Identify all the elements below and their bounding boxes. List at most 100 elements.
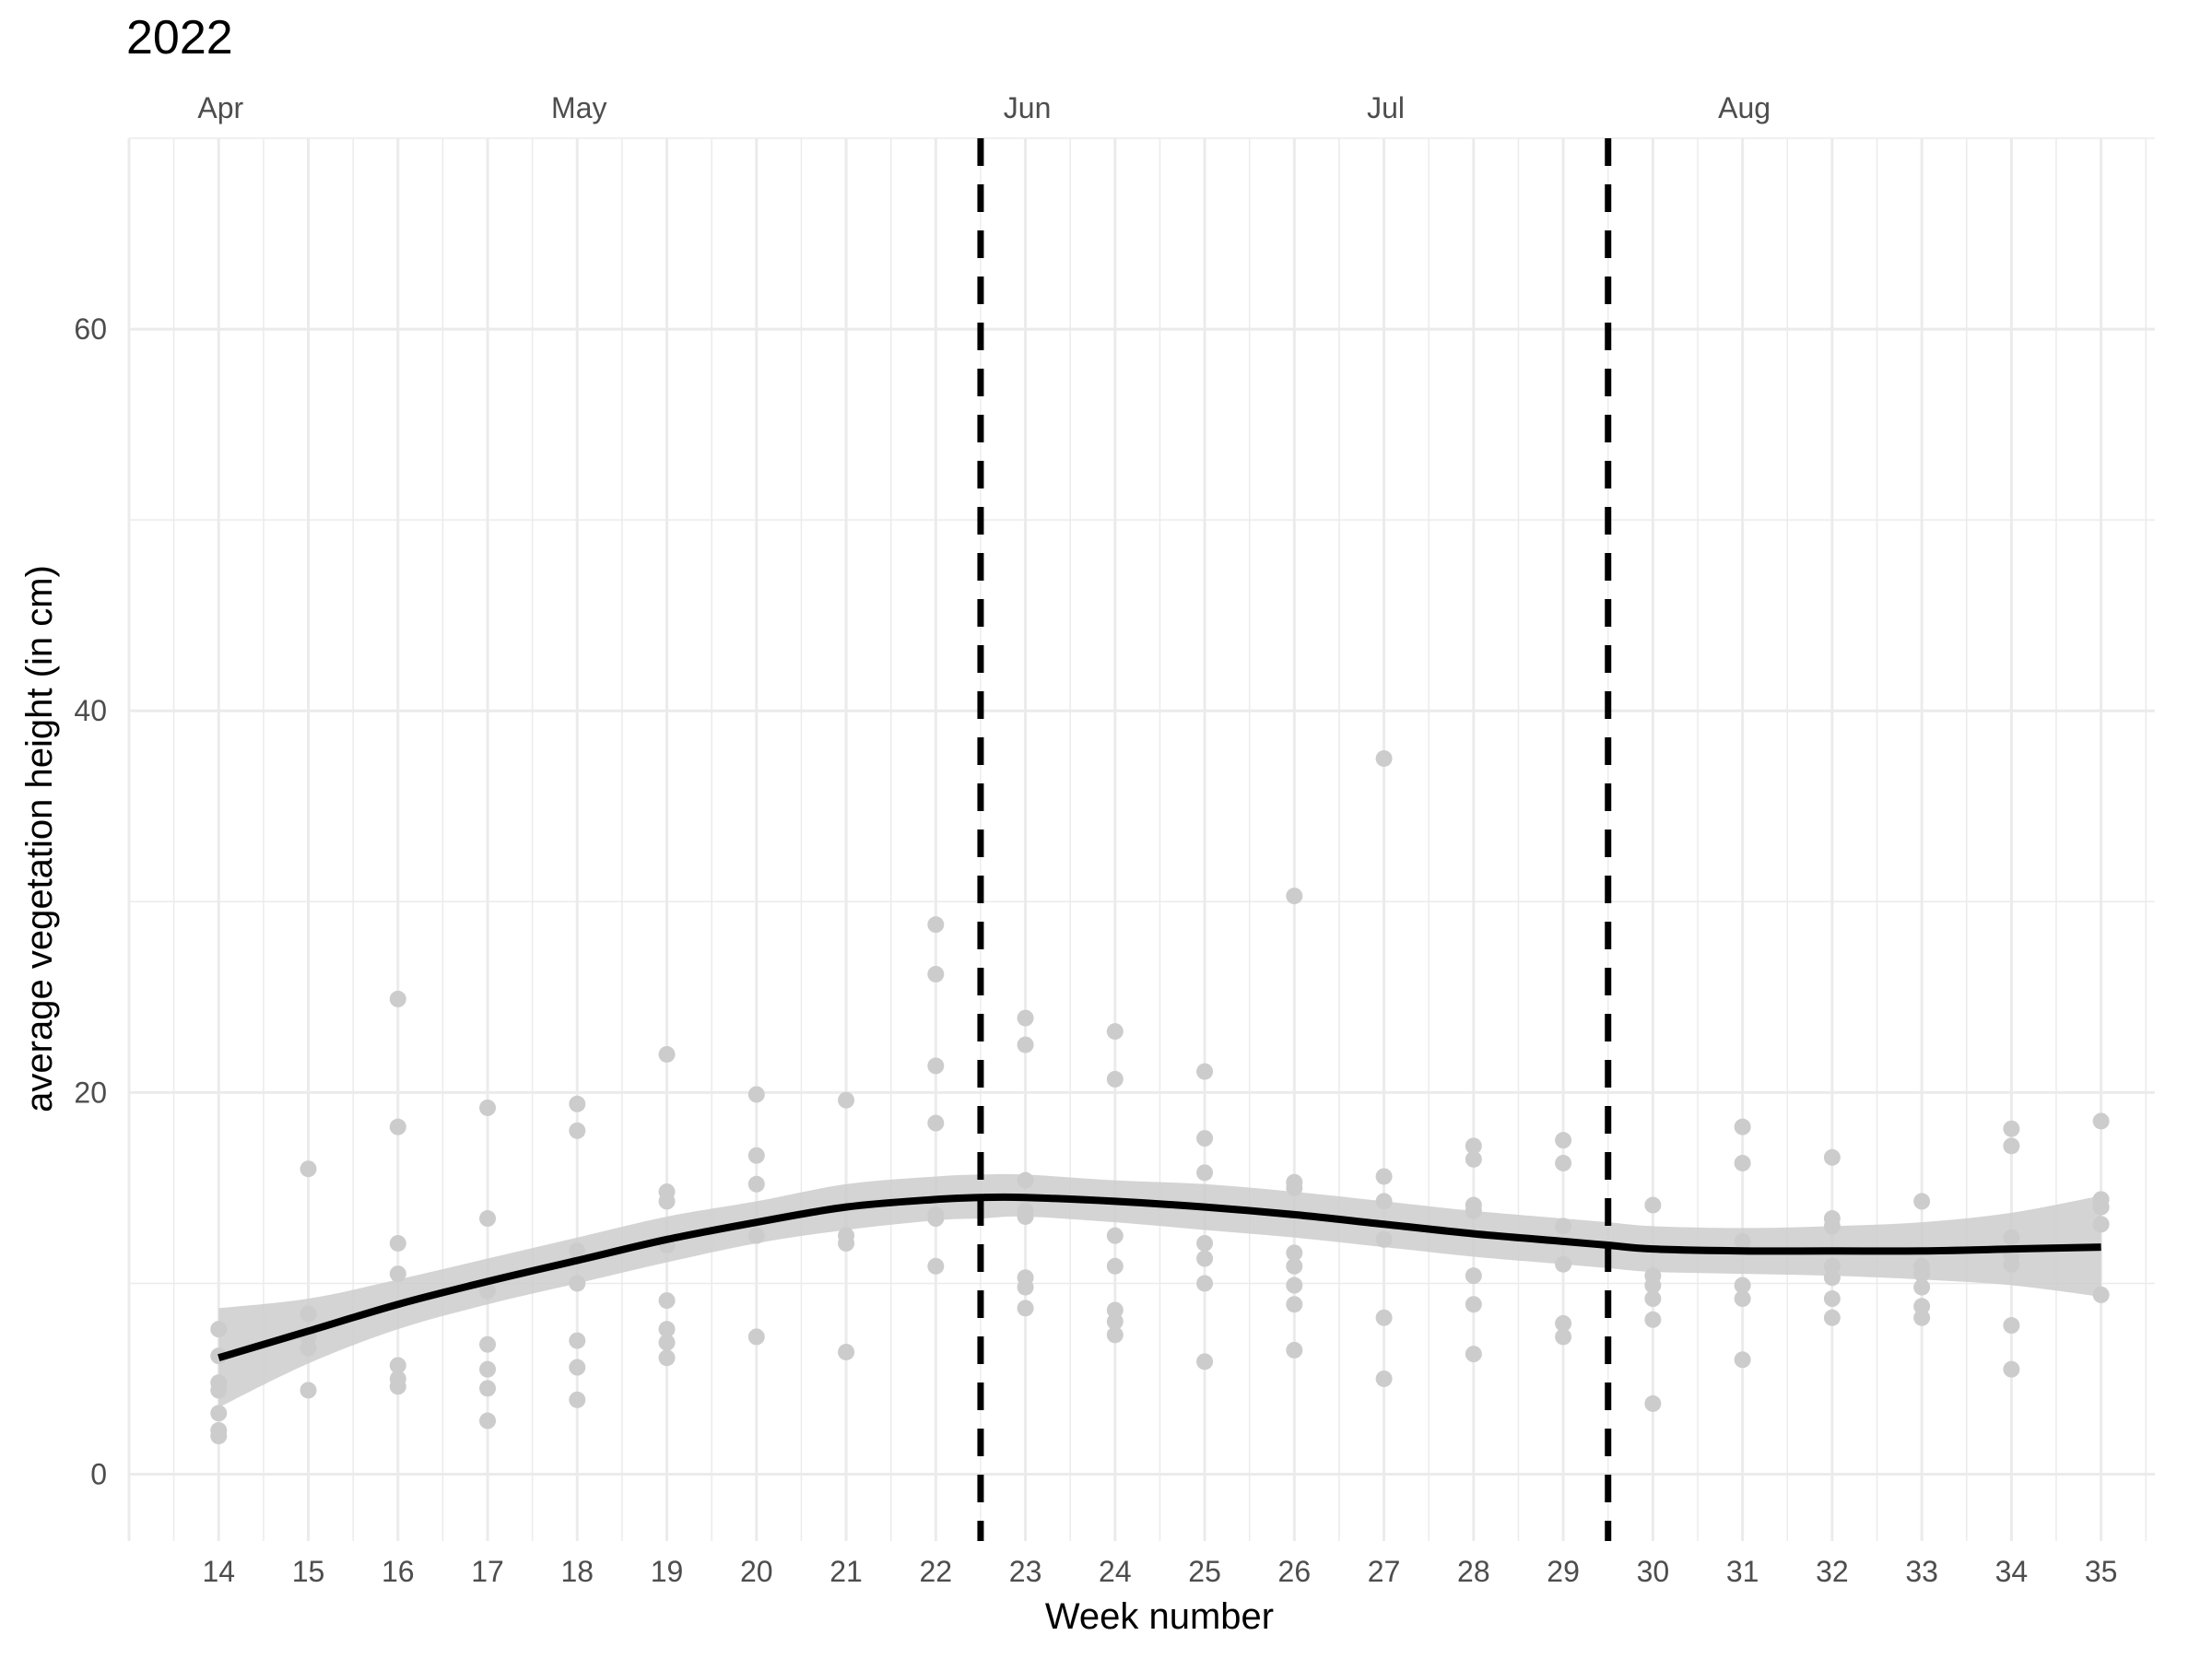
chart-title: 2022 <box>126 11 233 65</box>
data-point <box>2003 1317 2020 1335</box>
data-point <box>1823 1309 1841 1326</box>
data-point <box>1644 1196 1662 1214</box>
data-point <box>569 1095 586 1112</box>
data-point <box>1644 1311 1662 1328</box>
data-point <box>1196 1234 1214 1252</box>
data-point <box>927 1257 945 1275</box>
data-point <box>1644 1394 1662 1412</box>
x-tick-label: 35 <box>2085 1555 2118 1588</box>
data-point <box>1734 1351 1751 1369</box>
data-point <box>927 1210 945 1228</box>
data-point <box>1017 1036 1034 1053</box>
data-point <box>479 1335 497 1353</box>
x-tick-labels: 14 15 16 17 18 19 20 21 22 23 24 25 26 27 28 29 30 31 32 33… <box>202 1555 2117 1588</box>
x-tick-label: 19 <box>651 1555 684 1588</box>
data-point <box>389 1357 406 1374</box>
data-point <box>1017 1207 1034 1225</box>
data-point <box>2092 1216 2110 1233</box>
data-point <box>1644 1290 1662 1308</box>
y-tick-label: 60 <box>74 312 107 346</box>
data-point <box>838 1091 855 1109</box>
data-point <box>1286 888 1303 905</box>
data-point <box>389 990 406 1007</box>
data-point <box>1913 1298 1931 1315</box>
data-point <box>389 1265 406 1283</box>
data-point <box>1286 1296 1303 1313</box>
data-point <box>1106 1257 1124 1275</box>
data-point <box>747 1147 765 1164</box>
data-point <box>1644 1277 1662 1294</box>
data-point <box>479 1099 497 1116</box>
data-point <box>1555 1154 1572 1171</box>
y-tick-label: 20 <box>74 1076 107 1109</box>
data-point <box>658 1292 676 1310</box>
data-point <box>1555 1328 1572 1346</box>
data-point <box>1196 1275 1214 1292</box>
data-point <box>1286 1244 1303 1262</box>
data-point <box>1734 1290 1751 1308</box>
data-point <box>1913 1278 1931 1296</box>
data-point <box>1375 749 1393 767</box>
data-point <box>1196 1164 1214 1182</box>
data-point <box>1913 1193 1931 1210</box>
x-tick-label: 24 <box>1099 1555 1132 1588</box>
data-point <box>210 1405 228 1422</box>
x-tick-label: 33 <box>1905 1555 1938 1588</box>
x-tick-label: 17 <box>471 1555 504 1588</box>
data-point <box>838 1343 855 1360</box>
data-point <box>927 1057 945 1075</box>
data-point <box>1913 1265 1931 1283</box>
smooth-line-layer <box>218 1193 2101 1362</box>
data-point <box>1017 1278 1034 1296</box>
data-point <box>569 1275 586 1292</box>
data-point <box>1106 1312 1124 1330</box>
data-point <box>2092 1286 2110 1303</box>
x-tick-label: 26 <box>1278 1555 1312 1588</box>
data-point <box>1465 1346 1482 1363</box>
data-point <box>2092 1112 2110 1130</box>
x-tick-label: 14 <box>202 1555 235 1588</box>
data-point <box>1106 1023 1124 1041</box>
data-point <box>658 1193 676 1210</box>
data-point <box>1196 1063 1214 1080</box>
data-point <box>1017 1171 1034 1189</box>
x-tick-label: 25 <box>1188 1555 1221 1588</box>
x-tick-label: 31 <box>1726 1555 1759 1588</box>
data-point <box>1734 1232 1751 1250</box>
month-label: Jun <box>1004 91 1052 124</box>
data-point <box>1465 1296 1482 1313</box>
x-tick-label: 29 <box>1547 1555 1580 1588</box>
x-tick-label: 21 <box>830 1555 863 1588</box>
data-point <box>1465 1267 1482 1285</box>
data-point <box>1823 1218 1841 1235</box>
data-point <box>1196 1250 1214 1267</box>
data-point <box>1196 1353 1214 1371</box>
data-point <box>1375 1309 1393 1326</box>
data-point <box>569 1332 586 1349</box>
data-point <box>389 1234 406 1252</box>
data-point <box>1555 1218 1572 1235</box>
data-point <box>838 1234 855 1252</box>
data-point <box>479 1282 497 1300</box>
month-label: Apr <box>197 91 243 124</box>
data-point <box>1465 1150 1482 1168</box>
reference-lines-layer <box>977 138 1612 1541</box>
data-point <box>1106 1301 1124 1319</box>
data-point <box>300 1160 317 1178</box>
data-point <box>1465 1202 1482 1219</box>
data-point <box>1375 1370 1393 1387</box>
data-point <box>1017 1300 1034 1317</box>
data-point <box>569 1122 586 1139</box>
data-point <box>1465 1137 1482 1155</box>
data-point <box>1106 1070 1124 1088</box>
x-tick-label: 32 <box>1816 1555 1849 1588</box>
data-point <box>1913 1309 1931 1326</box>
data-point <box>210 1428 228 1445</box>
x-tick-label: 16 <box>382 1555 415 1588</box>
data-point <box>658 1334 676 1351</box>
data-point <box>210 1382 228 1399</box>
data-point <box>479 1210 497 1228</box>
month-label: Jul <box>1367 91 1405 124</box>
data-point <box>569 1359 586 1376</box>
